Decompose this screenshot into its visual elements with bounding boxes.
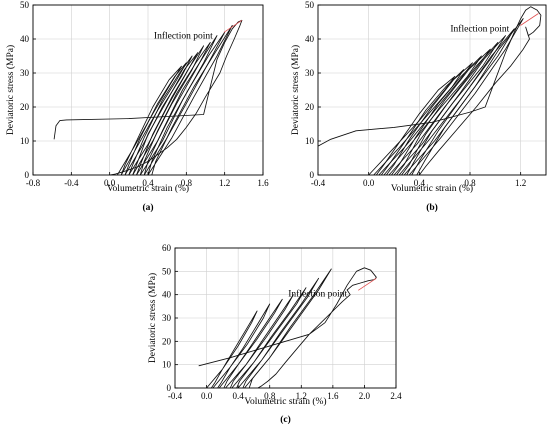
series-cycle-loop [368,75,456,176]
x-tick-label: 1.6 [257,178,269,188]
series-envelope-curve [198,267,377,389]
chart-panel-c: -0.4 0.0 0.4 0.8 1.2 1.6 2.0 2.4 0 10 20 30 40 50 60 Vo… [147,243,402,425]
series-cycle-loop [225,294,294,389]
x-tick-label: 1.2 [219,178,230,188]
series-cycle-loop [116,65,182,176]
annotation-leader-line [223,19,243,33]
y-tick-label: 10 [162,360,172,370]
y-tick-label: 20 [20,102,30,112]
series-cycle-loop [244,268,332,389]
series-cycle-loop [218,298,283,389]
x-tick-label: -0.8 [26,178,41,188]
y-tick-label: 40 [305,34,315,44]
chart-panel-b: -0.4 0.0 0.4 0.8 1.2 0 10 20 30 40 50 Volumetric st… [290,0,547,213]
annotation-label: Inflection point [154,30,213,41]
x-tick-label: 0.8 [464,178,476,188]
series-cycle-loop [383,55,482,176]
panel-label: (c) [280,414,291,425]
y-tick-label: 50 [305,0,315,10]
series-cycle-loop [398,35,506,176]
x-axis-title: Volumetric strain (%) [244,396,326,407]
series-envelope-curve [317,6,542,176]
y-tick-label: 40 [20,34,30,44]
annotation-label: Inflection point [450,24,509,35]
x-tick-label: -0.4 [64,178,79,188]
y-tick-label: 60 [162,243,172,253]
series-cycle-loop [212,303,271,389]
series-cycle-loop [136,41,211,176]
panel-label: (b) [426,202,438,213]
y-tick-label: 40 [162,290,172,300]
series-cycle-loop [378,62,473,176]
annotation-leader-line [520,13,539,26]
y-tick-label: 0 [167,383,172,393]
x-tick-label: 0.4 [414,178,426,188]
x-tick-label: 1.2 [515,178,526,188]
y-tick-label: 30 [162,313,172,323]
series-cycle-loop [237,277,320,389]
series-cycle-loop [388,48,491,176]
y-axis-title: Deviatoric stress (MPa) [5,45,16,135]
y-tick-label: 50 [162,266,172,276]
x-axis-title: Volumetric strain (%) [391,183,473,194]
series-cycle-loop [231,287,307,389]
x-axis-title: Volumetric strain (%) [107,183,189,194]
y-tick-label: 0 [25,170,30,180]
x-tick-label: -0.4 [311,178,326,188]
y-tick-label: 30 [20,68,30,78]
x-tick-label: 0.8 [264,391,276,401]
series-cycle-loop [120,62,187,176]
series-cycle-loop [206,310,258,389]
y-axis-title: Deviatoric stress (MPa) [290,45,301,135]
chart-panel-a: -0.8 -0.4 0.0 0.4 0.8 1.2 1.6 0 10 20 30 40 50 Volume… [5,0,269,213]
x-tick-label: 0.0 [201,391,213,401]
x-tick-label: 0.0 [363,178,375,188]
y-tick-label: 50 [20,0,30,10]
annotation-leader-line [358,278,377,291]
x-tick-label: 0.8 [181,178,193,188]
series-cycle-loop [147,24,233,176]
x-tick-label: 0.4 [142,178,154,188]
series-cycle-loop [139,35,218,176]
x-tick-label: -0.4 [168,391,183,401]
y-tick-label: 0 [310,170,315,180]
x-tick-label: 1.2 [296,391,307,401]
series-cycle-loop [143,31,226,176]
y-tick-label: 10 [20,136,30,146]
x-tick-label: 0.4 [233,391,245,401]
y-tick-label: 20 [305,102,315,112]
y-axis-title: Deviatoric stress (MPa) [147,273,158,363]
x-tick-label: 2.4 [390,391,402,401]
x-tick-label: 2.0 [359,391,371,401]
x-tick-label: 0.0 [104,178,116,188]
y-tick-label: 10 [305,136,315,146]
x-tick-label: 1.6 [327,391,339,401]
y-tick-label: 30 [305,68,315,78]
panel-label: (a) [142,202,153,213]
y-tick-label: 20 [162,336,172,346]
plot-frame [317,4,547,176]
annotation-label: Inflection point [288,288,347,299]
series-cycle-loop [408,18,524,176]
